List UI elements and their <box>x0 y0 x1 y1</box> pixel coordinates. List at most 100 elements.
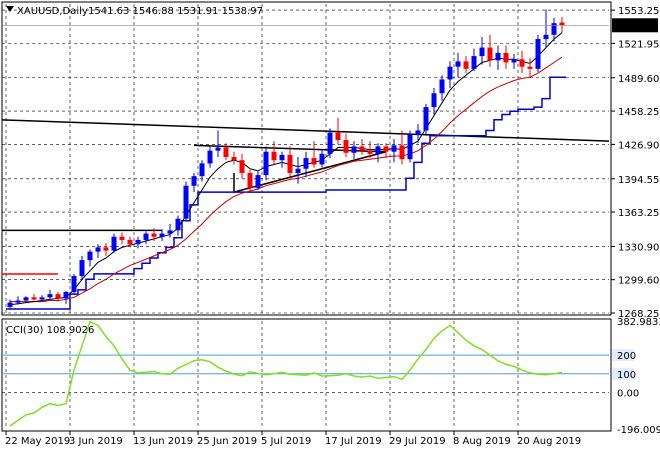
candle-body <box>111 236 117 251</box>
candle-body <box>335 132 341 141</box>
price-axis-label: 1458.25 <box>618 107 659 118</box>
candle-body <box>423 107 429 131</box>
candle-body <box>271 151 277 161</box>
candle-body <box>343 140 349 153</box>
cci-level-badge <box>612 367 634 380</box>
candle-body <box>159 233 165 237</box>
candle-body <box>551 23 557 35</box>
candle-body <box>519 59 525 67</box>
price-axis-label: 1489.60 <box>618 74 659 85</box>
price-axis-label: 1426.90 <box>618 140 659 151</box>
chart-header: XAUUSD,Daily 1541.63 1546.88 1531.91 153… <box>6 6 263 17</box>
candle-body <box>559 22 565 26</box>
date-axis-label: 17 Jul 2019 <box>325 436 382 447</box>
candle-body <box>367 150 373 154</box>
candle-body <box>255 175 261 188</box>
candle-body <box>359 146 365 151</box>
candle-body <box>439 79 445 94</box>
candle-body <box>303 158 309 169</box>
date-axis-label: 29 Jul 2019 <box>389 436 446 447</box>
candle-body <box>479 47 485 57</box>
candle-body <box>175 218 181 231</box>
candle-body <box>79 260 85 277</box>
cci-axis-label: 382.9833 <box>617 317 660 328</box>
candle-body <box>319 153 325 165</box>
cci-axis-label: 100 <box>617 370 636 381</box>
price-axis-label: 1299.60 <box>618 276 659 287</box>
candle-body <box>87 251 93 261</box>
candle-body <box>55 294 61 299</box>
candle-body <box>199 163 205 177</box>
triangle-down-icon[interactable] <box>6 6 14 12</box>
candle-body <box>95 247 101 252</box>
candle-body <box>47 294 53 298</box>
candle-body <box>215 147 221 151</box>
price-axis-label: 1268.25 <box>618 309 659 320</box>
candle-body <box>527 66 533 69</box>
candle-body <box>535 39 541 69</box>
candle-body <box>415 130 421 135</box>
candle-body <box>207 150 213 164</box>
long-trendline <box>1 119 610 142</box>
candle-body <box>151 233 157 237</box>
candle-body <box>511 59 517 63</box>
cci-axis-label: 0.00 <box>617 388 639 399</box>
cci-axis-label: -196.0099 <box>617 425 660 436</box>
candle-body <box>471 56 477 69</box>
candle-body <box>7 302 13 307</box>
symbol-label: XAUUSD,Daily <box>17 6 88 17</box>
date-axis-label: 25 Jun 2019 <box>197 436 257 447</box>
candle-body <box>23 297 29 301</box>
candle-body <box>487 47 493 61</box>
candle-body <box>311 158 317 165</box>
date-axis-label: 13 Jun 2019 <box>133 436 193 447</box>
candle-body <box>431 93 437 108</box>
candle-body <box>407 134 413 160</box>
price-axis-label: 1394.55 <box>618 175 659 186</box>
candle-body <box>39 297 45 300</box>
candle-body <box>543 34 549 40</box>
grid <box>2 4 609 429</box>
channel-lower-line <box>6 76 566 310</box>
candle-body <box>455 61 461 67</box>
price-series-layer <box>1 9 610 310</box>
candle-body <box>391 145 397 152</box>
candle-body <box>287 154 293 173</box>
date-axis-label: 5 Jul 2019 <box>261 436 311 447</box>
candle-body <box>239 160 245 173</box>
candle-body <box>399 145 405 160</box>
date-axis-label: 22 May 2019 <box>5 436 70 447</box>
candle-body <box>63 292 69 299</box>
candle-body <box>223 147 229 158</box>
candle-body <box>143 233 149 240</box>
candle-body <box>247 172 253 188</box>
ohlc-readout: 1541.63 1546.88 1531.91 1538.97 <box>88 6 263 17</box>
candle-body <box>447 66 453 80</box>
date-axis-label: 3 Jun 2019 <box>69 436 123 447</box>
cci-indicator-label: CCI(30) 108.9026 <box>6 325 94 336</box>
candle-body <box>127 239 133 245</box>
candle-body <box>263 151 269 176</box>
candle-body <box>327 132 333 154</box>
price-panel-frame <box>1 1 612 316</box>
candle-body <box>463 61 469 69</box>
cci-line <box>9 320 563 427</box>
cci-series-layer <box>2 320 609 427</box>
fast-ma-line <box>9 32 563 306</box>
cci-axis-label: 200 <box>617 351 636 362</box>
candle-body <box>31 297 37 300</box>
candle-body <box>295 168 301 173</box>
candle-body <box>383 146 389 152</box>
candle-body <box>191 176 197 186</box>
current-price-label: 1538.97 <box>615 21 656 32</box>
candle-body <box>279 154 285 161</box>
price-axis-label: 1521.95 <box>618 39 659 50</box>
candle-body <box>503 52 509 63</box>
date-axis-label: 8 Aug 2019 <box>453 436 511 447</box>
candle-body <box>231 157 237 161</box>
price-axis-label: 1330.90 <box>618 242 659 253</box>
candle-body <box>351 146 357 153</box>
candle-body <box>495 52 501 61</box>
cci-level-badge <box>612 349 634 362</box>
price-axis-label: 1363.25 <box>618 208 659 219</box>
